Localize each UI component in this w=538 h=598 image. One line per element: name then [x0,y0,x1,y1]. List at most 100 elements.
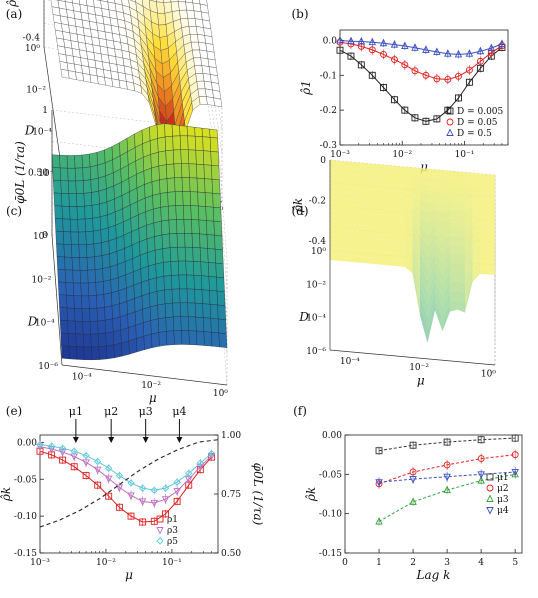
surface-patch [218,332,228,348]
surface-patch [450,262,458,273]
surface-patch [397,228,405,236]
surface-patch [203,164,213,180]
surface-patch [214,234,223,251]
legend-entry: D = 0.005 [457,107,504,117]
surface-patch [420,175,428,185]
surface-patch [472,230,480,240]
plot-frame [339,29,509,146]
surface-patch [390,259,398,267]
surface-patch [212,193,221,209]
surface-patch [397,209,405,217]
surface-patch [139,252,149,270]
surface-patch [337,204,345,212]
series-μ4 [375,466,519,488]
surface-patch [210,318,220,334]
data-point [139,484,147,492]
surface-patch [193,57,203,66]
mu-tick-label: 10⁰ [213,389,228,399]
surface-patch [99,201,108,218]
surface-patch [176,233,186,248]
surface-patch [367,219,375,227]
surface-patch [163,275,173,291]
surface-patch [330,178,338,186]
surface-patch [202,136,211,152]
surface-patch [86,256,96,271]
surface-patch [345,167,353,175]
surface-patch [390,240,398,248]
data-point [411,43,419,51]
surface-patch [397,216,405,224]
surface-patch [352,162,360,169]
surface-patch [390,221,398,229]
data-point [59,456,67,464]
surface-patch [427,252,435,280]
surface-patch [360,175,368,183]
surface-patch [216,290,226,306]
surface-patch [345,223,353,231]
D-tick-label: 10⁻⁴ [306,314,326,324]
surface-patch [100,227,110,243]
surface-patch [187,135,196,151]
surface-patch [487,186,495,194]
surface-patch [80,282,90,297]
panel-b: (b) 0.0 -0.1 -0.2 -0.310⁻³ 10⁻² 10⁻¹ μ ρ̂1 D = 0.… [291,7,509,174]
surface-patch [85,230,95,245]
surface-patch [66,155,76,169]
surface-patch [210,151,220,167]
data-point [47,442,56,450]
surface-patch [337,254,345,262]
y-tick-label: -0.2 [320,106,337,116]
surface-patch [195,73,205,82]
data-point [433,47,441,55]
surface-patch [211,332,220,348]
surface-patch [487,268,495,275]
surface-patch [487,211,495,219]
surface-patch [204,192,214,208]
surface-patch [367,213,375,221]
surface-patch [60,332,70,347]
surface-patch [194,302,204,318]
surface-patch [442,291,450,320]
surface-patch [390,177,398,185]
surface-patch [207,248,216,264]
surface-patch [168,205,177,221]
panel-label: (f) [293,404,307,418]
surface-patch [171,288,181,304]
D-tick-label: 10⁰ [311,247,326,257]
legend-entry: μ1 [497,473,509,483]
surface-patch [487,218,495,225]
mu-axis [61,364,228,386]
mu-tick-label: 10⁻⁴ [340,357,360,367]
surface-patch [412,226,420,255]
surface-patch [71,244,80,258]
arrow-label: μ1 [69,405,83,418]
surface-patch [188,330,198,346]
surface-patch [450,177,458,186]
surface-patch [188,26,198,35]
surface-patch [412,180,420,191]
surface-patch [382,202,390,210]
data-point [401,41,409,49]
data-point [443,485,451,494]
surface-patch [487,249,495,257]
surface-patch [420,263,428,293]
surface-patch [180,17,190,28]
data-point [82,459,90,467]
surface-patch [196,163,205,179]
data-point [139,518,147,526]
surface-patch [450,192,458,202]
surface-patch [169,247,179,262]
surface-patch [98,345,108,360]
surface-patch [91,190,100,206]
legend-marker [446,118,454,126]
surface-patch [96,307,106,322]
z-tick-label: -0.4 [309,237,327,247]
surface-patch [442,253,450,274]
surface-patch [208,276,218,292]
surface-patch [201,275,210,291]
surface-patch [153,220,163,237]
surface-patch [352,224,360,232]
surface-patch [188,316,197,332]
surface-patch [188,163,198,179]
surface-patch [442,200,450,213]
